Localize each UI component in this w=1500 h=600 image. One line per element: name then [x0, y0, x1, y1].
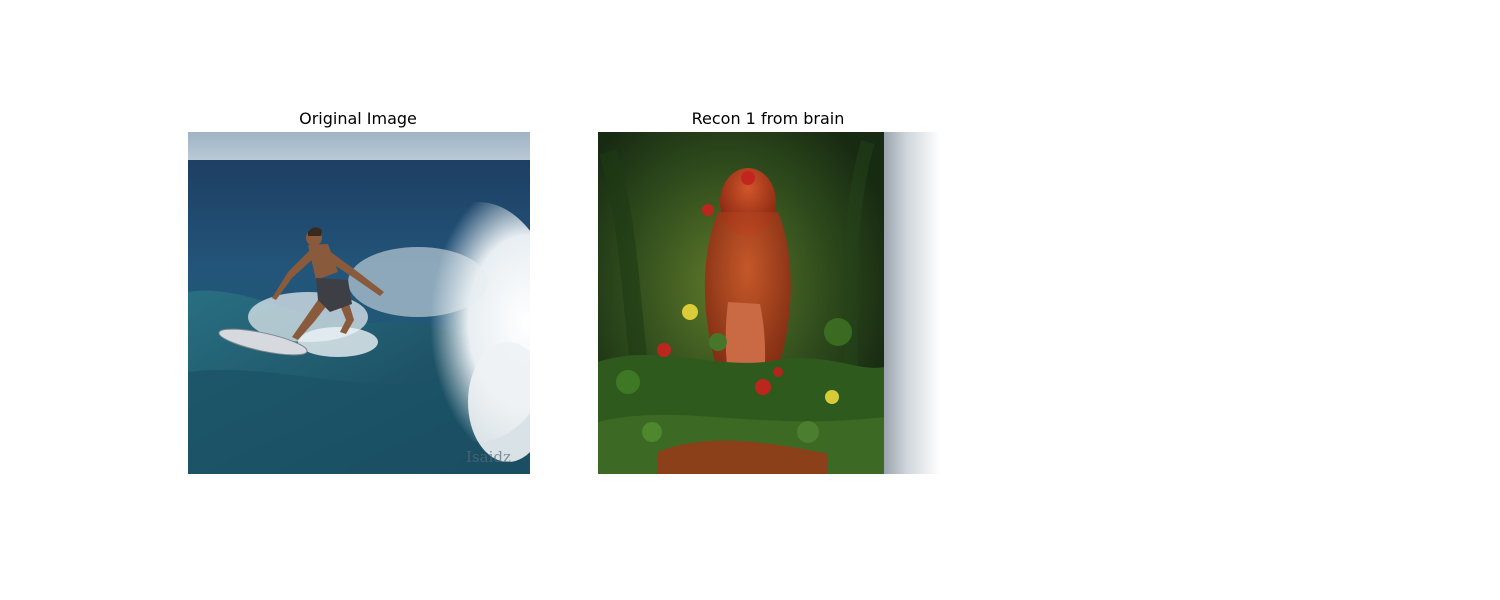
original-image: Isaidz: [188, 132, 530, 474]
panel-title-original: Original Image: [299, 109, 417, 128]
surfer-photo: Isaidz: [188, 132, 530, 474]
recon-painting: [598, 132, 940, 474]
watermark-text: Isaidz: [466, 448, 511, 466]
panel-title-recon: Recon 1 from brain: [691, 109, 845, 128]
recon-image: [598, 132, 940, 474]
